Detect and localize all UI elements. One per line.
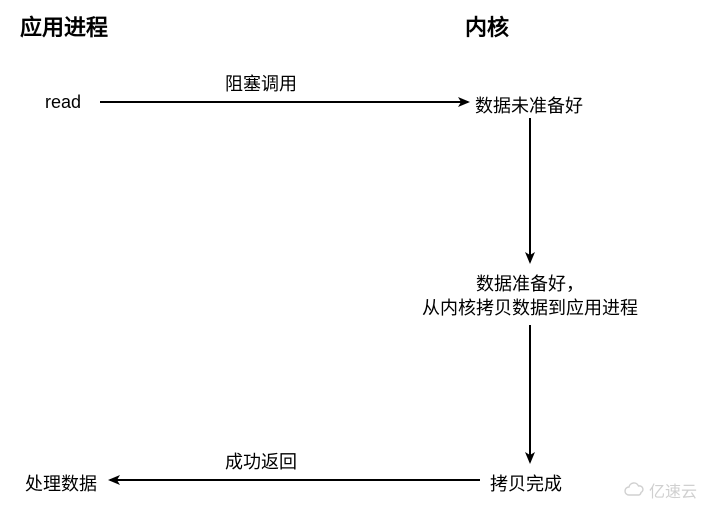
column-heading-left: 应用进程 [20,10,108,42]
node-data-ready-copy-line1: 数据准备好， [410,272,650,296]
column-heading-right: 内核 [465,10,509,42]
node-data-not-ready: 数据未准备好 [475,92,583,118]
arrows-layer [0,0,707,522]
node-process-data: 处理数据 [25,470,97,496]
edge-label-return-success: 成功返回 [225,448,297,474]
node-read: read [45,92,81,113]
node-data-ready-copy: 数据准备好， 从内核拷贝数据到应用进程 [410,272,650,321]
node-data-ready-copy-line2: 从内核拷贝数据到应用进程 [410,296,650,320]
cloud-icon [623,482,645,498]
watermark: 亿速云 [623,478,697,502]
node-copy-done: 拷贝完成 [490,470,562,496]
edge-label-blocking-call: 阻塞调用 [225,70,297,96]
watermark-text: 亿速云 [649,478,697,502]
